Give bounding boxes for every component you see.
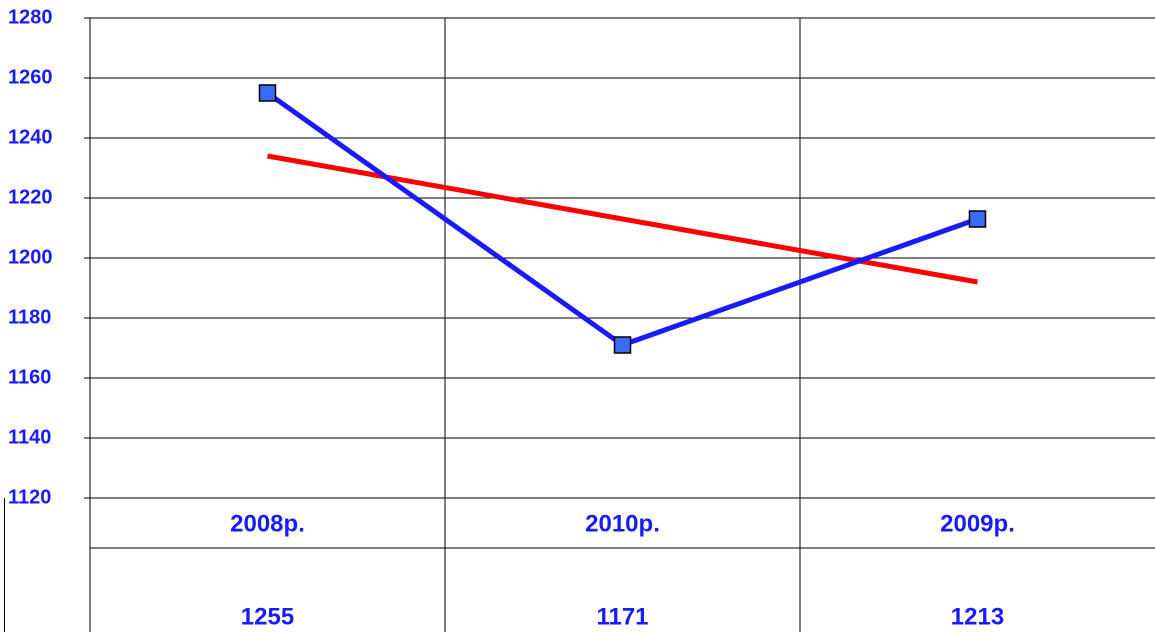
table-value: 1255 [241, 603, 294, 630]
x-tick-label: 2008р. [230, 510, 305, 537]
y-tick-label: 1120 [8, 486, 51, 508]
marker [968, 210, 987, 228]
marker [613, 336, 632, 354]
table-value: 1213 [951, 603, 1004, 630]
y-tick-label: 1280 [8, 6, 53, 28]
x-tick-label: 2009р. [940, 510, 1015, 537]
x-tick-label: 2010р. [585, 510, 660, 537]
y-tick-label: 1240 [8, 126, 53, 148]
y-tick-label: 1260 [8, 66, 53, 88]
y-tick-label: 1220 [8, 186, 53, 208]
y-tick-label: 1200 [8, 246, 53, 268]
table-value: 1171 [596, 603, 648, 630]
y-tick-label: 1140 [8, 426, 51, 448]
marker [258, 84, 277, 102]
y-tick-label: 1180 [8, 306, 51, 328]
y-tick-label: 1160 [8, 366, 51, 388]
series-line [267, 153, 978, 285]
